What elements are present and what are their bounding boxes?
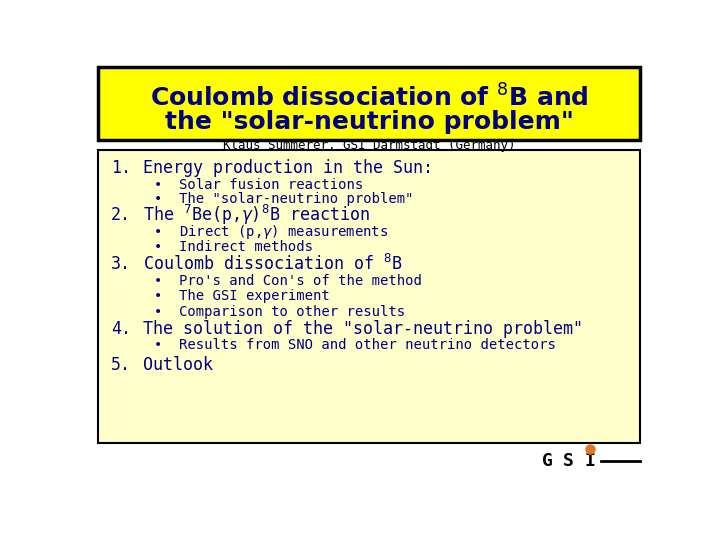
- Text: •: •: [154, 289, 163, 303]
- Text: •: •: [154, 240, 163, 254]
- Text: S: S: [563, 451, 575, 470]
- Text: Results from SNO and other neutrino detectors: Results from SNO and other neutrino dete…: [179, 339, 556, 353]
- Text: Coulomb dissociation of $^8$B: Coulomb dissociation of $^8$B: [143, 254, 402, 274]
- Text: I: I: [585, 451, 595, 470]
- Text: •: •: [154, 305, 163, 319]
- Text: The $^7$Be(p,$\gamma$)$^8$B reaction: The $^7$Be(p,$\gamma$)$^8$B reaction: [143, 203, 370, 227]
- Text: 3.: 3.: [111, 255, 131, 273]
- Text: 4.: 4.: [111, 320, 131, 338]
- Text: •: •: [154, 339, 163, 353]
- Text: The GSI experiment: The GSI experiment: [179, 289, 330, 303]
- Text: the "solar-neutrino problem": the "solar-neutrino problem": [165, 110, 573, 134]
- Text: Indirect methods: Indirect methods: [179, 240, 313, 254]
- Text: The "solar-neutrino problem": The "solar-neutrino problem": [179, 192, 414, 206]
- Text: 2.: 2.: [111, 206, 131, 224]
- Text: Coulomb dissociation of $^8$B and: Coulomb dissociation of $^8$B and: [150, 84, 588, 112]
- FancyBboxPatch shape: [99, 150, 639, 443]
- Text: Klaus Sümmerer, GSI Darmstadt (Germany): Klaus Sümmerer, GSI Darmstadt (Germany): [222, 139, 516, 152]
- Text: 5.: 5.: [111, 356, 131, 374]
- FancyBboxPatch shape: [99, 67, 639, 140]
- Text: Outlook: Outlook: [143, 356, 213, 374]
- Text: Solar fusion reactions: Solar fusion reactions: [179, 178, 364, 192]
- Text: Comparison to other results: Comparison to other results: [179, 305, 405, 319]
- Text: Direct (p,$\gamma$) measurements: Direct (p,$\gamma$) measurements: [179, 223, 389, 241]
- Text: Energy production in the Sun:: Energy production in the Sun:: [143, 159, 433, 177]
- Text: •: •: [154, 178, 163, 192]
- Text: •: •: [154, 274, 163, 288]
- Text: •: •: [154, 225, 163, 239]
- Text: The solution of the "solar-neutrino problem": The solution of the "solar-neutrino prob…: [143, 320, 583, 338]
- Text: Pro's and Con's of the method: Pro's and Con's of the method: [179, 274, 422, 288]
- Text: 1.: 1.: [111, 159, 131, 177]
- Text: G: G: [542, 451, 553, 470]
- Text: •: •: [154, 192, 163, 206]
